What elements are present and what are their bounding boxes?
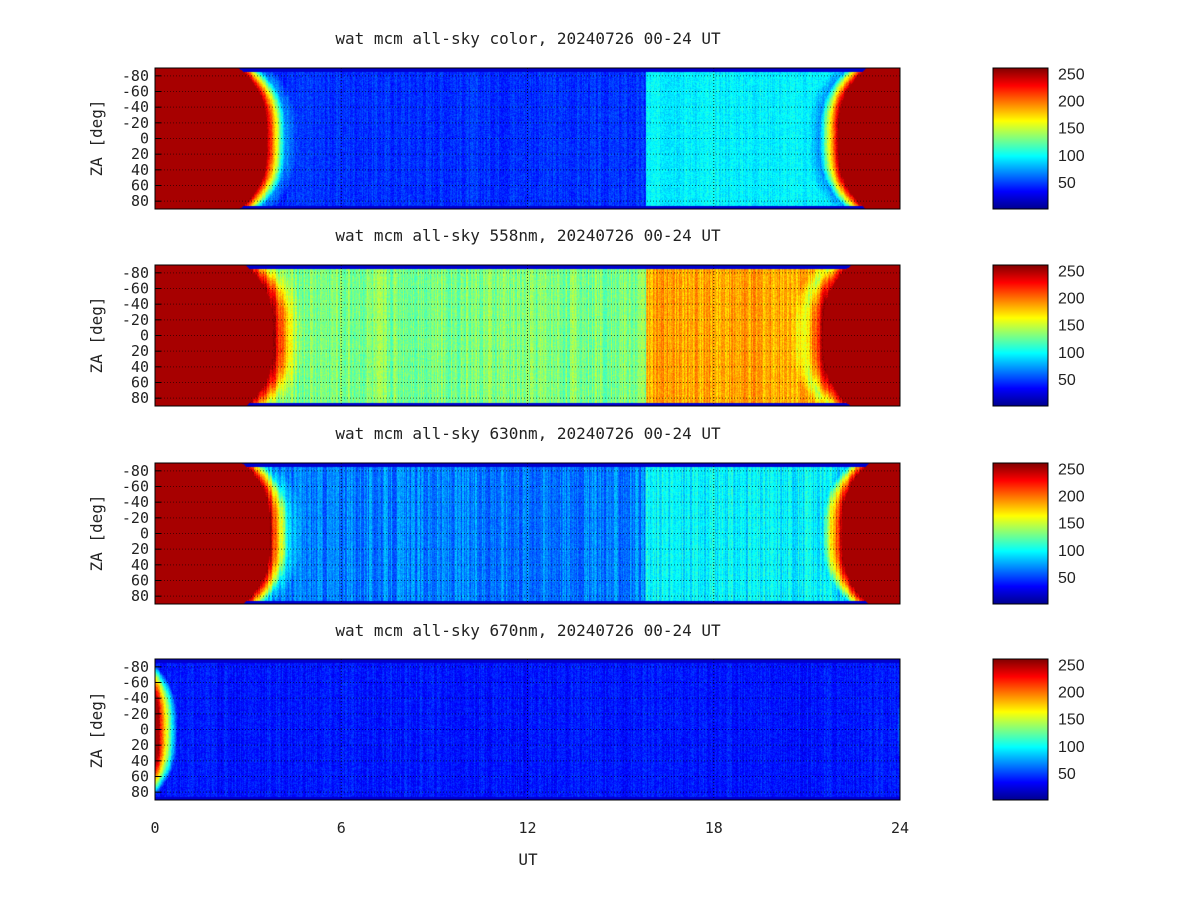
panel-3-grid [155, 463, 1048, 604]
panel-1-frame [154, 67, 901, 210]
panel-2-ytick: -60 [122, 280, 149, 298]
panel-2-title: wat mcm all-sky 558nm, 20240726 00-24 UT [335, 226, 721, 245]
panel-3-ytick: 40 [131, 556, 149, 574]
panel-4-xtick: 6 [337, 819, 346, 837]
panel-2-yticks: -80 -60 -40 -20 0 20 40 60 80 [122, 264, 149, 407]
panel-4-colorbar [992, 658, 1049, 801]
panel-1-ytick: -80 [122, 67, 149, 85]
panel-2-colorbar-tick: 200 [1058, 291, 1085, 308]
panel-1: wat mcm all-sky color, 20240726 00-24 UT… [87, 29, 1085, 210]
panel-2-colorbar-tick: 250 [1058, 263, 1085, 280]
panel-3-colorbar-tick: 200 [1058, 489, 1085, 506]
panel-3-ytick: 0 [140, 525, 149, 543]
panel-3-ytick: -80 [122, 462, 149, 480]
panel-3-colorbar [992, 462, 1049, 605]
panel-4-ytick: -60 [122, 674, 149, 692]
panel-1-colorbar-ticks: 50 100 150 200 250 [1058, 66, 1085, 191]
panel-1-ytick: -60 [122, 83, 149, 101]
panel-2: wat mcm all-sky 558nm, 20240726 00-24 UT… [87, 226, 1085, 407]
panel-3-colorbar-ticks: 50 100 150 200 250 [1058, 461, 1085, 586]
panel-3-ylabel: ZA [deg] [87, 494, 106, 571]
panel-3: wat mcm all-sky 630nm, 20240726 00-24 UT… [87, 424, 1085, 605]
panel-4-ytick: -40 [122, 689, 149, 707]
panel-4-xtick: 18 [705, 819, 723, 837]
panel-1-ytick: 60 [131, 177, 149, 195]
panel-1-colorbar-tick: 100 [1058, 148, 1085, 165]
panel-3-frame [154, 462, 901, 605]
panel-1-colorbar-tick: 150 [1058, 121, 1085, 138]
panel-1-yticks: -80 -60 -40 -20 0 20 40 60 80 [122, 67, 149, 210]
panel-4-colorbar-tick: 200 [1058, 685, 1085, 702]
panel-1-title: wat mcm all-sky color, 20240726 00-24 UT [335, 29, 721, 48]
panel-4-colorbar-tick: 50 [1058, 766, 1076, 783]
panel-1-ylabel: ZA [deg] [87, 99, 106, 176]
panel-2-ytick: 60 [131, 374, 149, 392]
panel-4-xtick: 0 [150, 819, 159, 837]
panel-3-ytick: -60 [122, 478, 149, 496]
panel-1-grid [155, 68, 1048, 209]
panel-4-title: wat mcm all-sky 670nm, 20240726 00-24 UT [335, 621, 721, 640]
panel-4: wat mcm all-sky 670nm, 20240726 00-24 UT… [87, 621, 1085, 869]
panel-1-ytick: 40 [131, 161, 149, 179]
panel-3-colorbar-tick: 50 [1058, 570, 1076, 587]
x-axis-label: UT [518, 850, 538, 869]
panel-4-colorbar-tick: 100 [1058, 739, 1085, 756]
panel-4-ylabel: ZA [deg] [87, 691, 106, 768]
panel-1-colorbar-tick: 50 [1058, 175, 1076, 192]
panel-3-colorbar-tick: 150 [1058, 516, 1085, 533]
panel-1-colorbar-tick: 200 [1058, 94, 1085, 111]
panel-3-ytick: 20 [131, 540, 149, 558]
panel-2-ytick: 0 [140, 327, 149, 345]
panel-2-grid [155, 265, 1048, 406]
panel-3-ytick: -20 [122, 509, 149, 527]
panel-1-colorbar-tick: 250 [1058, 66, 1085, 83]
panel-4-yticks: -80 -60 -40 -20 0 20 40 60 80 [122, 658, 149, 801]
panel-4-ytick: 0 [140, 721, 149, 739]
panel-2-ytick: 80 [131, 389, 149, 407]
panel-4-colorbar-tick: 150 [1058, 712, 1085, 729]
panel-4-ytick: 60 [131, 768, 149, 786]
panel-2-colorbar [992, 264, 1049, 407]
panel-3-yticks: -80 -60 -40 -20 0 20 40 60 80 [122, 462, 149, 605]
panel-3-ytick: 80 [131, 587, 149, 605]
panel-3-colorbar-tick: 100 [1058, 543, 1085, 560]
panel-1-ytick: 0 [140, 130, 149, 148]
panel-2-ytick: -40 [122, 295, 149, 313]
panel-4-ytick: 20 [131, 736, 149, 754]
panel-2-colorbar-ticks: 50 100 150 200 250 [1058, 263, 1085, 388]
panel-3-title: wat mcm all-sky 630nm, 20240726 00-24 UT [335, 424, 721, 443]
panel-1-ytick: -20 [122, 114, 149, 132]
panel-2-frame [154, 264, 901, 407]
panel-4-ytick: -80 [122, 658, 149, 676]
panel-3-ytick: -40 [122, 493, 149, 511]
panel-2-ytick: 20 [131, 342, 149, 360]
panel-4-colorbar-ticks: 50 100 150 200 250 [1058, 657, 1085, 782]
panel-4-xticks: 0 6 12 18 24 [150, 819, 909, 837]
panel-2-colorbar-tick: 100 [1058, 345, 1085, 362]
panel-1-colorbar [992, 67, 1049, 210]
panel-4-frame [154, 658, 901, 801]
panel-4-xtick: 12 [518, 819, 536, 837]
panel-2-ytick: -20 [122, 311, 149, 329]
panel-2-ylabel: ZA [deg] [87, 296, 106, 373]
panel-4-ytick: 80 [131, 783, 149, 801]
panel-3-ytick: 60 [131, 572, 149, 590]
panel-2-colorbar-tick: 150 [1058, 318, 1085, 335]
panel-4-ytick: -20 [122, 705, 149, 723]
panel-4-ytick: 40 [131, 752, 149, 770]
panel-2-ytick: 40 [131, 358, 149, 376]
panel-1-ytick: 20 [131, 145, 149, 163]
panel-1-ytick: -40 [122, 98, 149, 116]
panel-2-ytick: -80 [122, 264, 149, 282]
panel-1-ytick: 80 [131, 192, 149, 210]
panel-4-colorbar-tick: 250 [1058, 657, 1085, 674]
panel-4-xtick: 24 [891, 819, 909, 837]
panel-2-colorbar-tick: 50 [1058, 372, 1076, 389]
panel-3-colorbar-tick: 250 [1058, 461, 1085, 478]
